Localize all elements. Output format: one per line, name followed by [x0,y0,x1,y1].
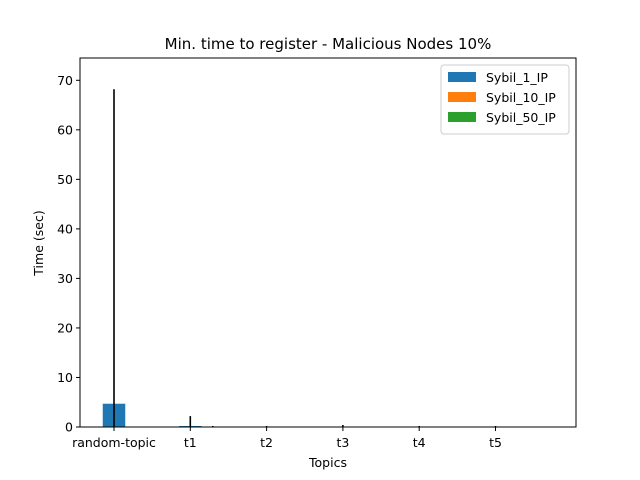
y-tick-label: 50 [57,172,73,187]
x-tick-label: t2 [260,435,273,450]
legend-swatch [448,72,476,82]
y-tick-label: 10 [57,370,73,385]
x-tick-label: t3 [336,435,349,450]
plot-frame [79,57,577,428]
x-tick-label: t5 [489,435,502,450]
y-tick-label: 70 [57,73,73,88]
x-tick-label: t4 [413,435,426,450]
x-tick-label: t1 [184,435,197,450]
chart-title: Min. time to register - Malicious Nodes … [165,35,492,53]
legend-label: Sybil_50_IP [486,110,556,125]
x-axis-label: Topics [308,455,347,470]
x-tick-label: random-topic [72,435,156,450]
legend: Sybil_1_IP Sybil_10_IP Sybil_50_IP [440,64,570,135]
y-tick-label: 40 [57,221,73,236]
y-axis-label: Time (sec) [31,210,46,276]
legend-label: Sybil_1_IP [486,70,548,85]
y-tick-label: 30 [57,271,73,286]
legend-swatch [448,112,476,122]
y-tick-label: 60 [57,122,73,137]
axes-layer: 0 10 20 30 40 50 60 70 random-topic t1 t2 t3 t4 t5 [57,57,577,450]
legend-label: Sybil_10_IP [486,90,556,105]
y-tick-label: 0 [65,420,73,435]
y-tick-label: 20 [57,320,73,335]
legend-swatch [448,92,476,102]
